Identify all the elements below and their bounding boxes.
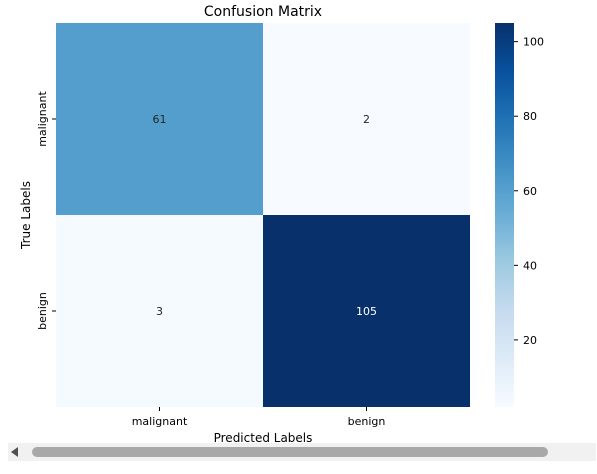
cell-annotation: 61 <box>153 113 167 126</box>
chart-title: Confusion Matrix <box>204 4 322 20</box>
x-axis-label: Predicted Labels <box>214 431 313 445</box>
heatmap-cell-malignant-benign <box>263 23 470 215</box>
x-tick-label: malignant <box>132 415 188 428</box>
left-arrow-icon[interactable] <box>11 447 18 457</box>
cell-annotation: 105 <box>356 305 377 318</box>
cell-annotation: 3 <box>156 305 163 318</box>
colorbar-tick-label: 100 <box>523 36 544 49</box>
colorbar-tick-label: 60 <box>523 185 537 198</box>
colorbar-tick-label: 20 <box>523 334 537 347</box>
heatmap-cell-benign-benign <box>263 215 470 407</box>
heatmap-cell-benign-malignant <box>56 215 263 407</box>
colorbar-ticks: 20 40 60 80 100 <box>514 36 544 347</box>
colorbar <box>495 23 514 407</box>
colorbar-tick-label: 40 <box>523 259 537 272</box>
colorbar-tick-label: 80 <box>523 110 537 123</box>
y-axis-label: True Labels <box>19 181 33 250</box>
scrollbar-thumb[interactable] <box>32 447 548 457</box>
heatmap-cells: 61 2 3 105 <box>56 23 470 407</box>
x-axis: malignant benign <box>132 407 386 428</box>
y-tick-label: benign <box>36 292 49 330</box>
horizontal-scrollbar[interactable] <box>8 443 596 461</box>
y-axis: malignant benign <box>36 91 56 330</box>
cell-annotation: 2 <box>363 113 370 126</box>
heatmap-cell-malignant-malignant <box>56 23 263 215</box>
x-tick-label: benign <box>348 415 386 428</box>
y-tick-label: malignant <box>36 91 49 147</box>
